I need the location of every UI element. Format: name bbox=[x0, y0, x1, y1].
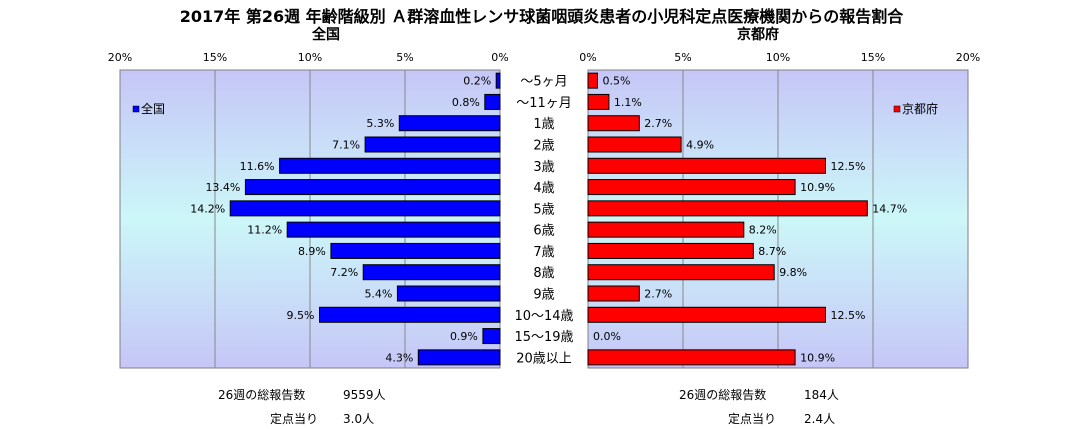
kyoto-value-label: 0.0% bbox=[593, 330, 621, 343]
national-per-label: 定点当り bbox=[270, 412, 319, 426]
kyoto-tick-label: 10% bbox=[766, 51, 790, 64]
national-value-label: 13.4% bbox=[205, 181, 240, 194]
kyoto-tick-label: 20% bbox=[956, 51, 980, 64]
kyoto-tick-label: 5% bbox=[674, 51, 691, 64]
kyoto-value-label: 12.5% bbox=[831, 160, 866, 173]
kyoto-bar bbox=[587, 136, 682, 153]
national-value-label: 0.8% bbox=[452, 96, 480, 109]
national-value-label: 8.9% bbox=[298, 245, 326, 258]
national-value-label: 5.4% bbox=[364, 288, 392, 301]
category-label: 10〜14歳 bbox=[514, 309, 573, 324]
national-bar bbox=[482, 328, 501, 345]
category-label: 1歳 bbox=[533, 117, 554, 132]
national-total-label: 26週の総報告数 bbox=[218, 388, 306, 402]
category-label: 20歳以上 bbox=[516, 351, 572, 366]
national-total-value: 9559人 bbox=[343, 388, 386, 402]
category-label: 6歳 bbox=[533, 224, 554, 239]
national-legend-label: 全国 bbox=[141, 101, 165, 116]
kyoto-tick-label: 15% bbox=[861, 51, 885, 64]
kyoto-value-label: 0.5% bbox=[603, 75, 631, 88]
kyoto-tick-label: 0% bbox=[579, 51, 596, 64]
category-label: 2歳 bbox=[533, 139, 554, 154]
national-value-label: 9.5% bbox=[287, 309, 315, 322]
category-label: 9歳 bbox=[533, 288, 554, 303]
national-value-label: 11.6% bbox=[240, 160, 275, 173]
national-tick-label: 15% bbox=[203, 51, 227, 64]
kyoto-bar bbox=[587, 179, 796, 196]
national-bar bbox=[417, 349, 501, 366]
kyoto-bar bbox=[587, 306, 826, 323]
national-bar bbox=[229, 200, 501, 217]
category-label: 15〜19歳 bbox=[514, 330, 573, 345]
national-tick-label: 0% bbox=[491, 51, 508, 64]
national-value-label: 11.2% bbox=[247, 224, 282, 237]
kyoto-bar bbox=[587, 157, 826, 174]
kyoto-value-label: 12.5% bbox=[831, 309, 866, 322]
kyoto-per-value: 2.4人 bbox=[804, 412, 836, 426]
category-label: 〜11ヶ月 bbox=[516, 96, 572, 111]
national-bar bbox=[362, 264, 501, 281]
kyoto-bar bbox=[587, 285, 640, 302]
national-bar bbox=[330, 242, 501, 259]
kyoto-bar bbox=[587, 115, 640, 132]
kyoto-total-value: 184人 bbox=[804, 388, 839, 402]
national-panel-title: 全国 bbox=[312, 27, 340, 43]
national-bar bbox=[319, 306, 501, 323]
kyoto-value-label: 2.7% bbox=[644, 117, 672, 130]
kyoto-value-label: 4.9% bbox=[686, 139, 714, 152]
national-tick-label: 20% bbox=[108, 51, 132, 64]
kyoto-value-label: 8.7% bbox=[758, 245, 786, 258]
kyoto-bar bbox=[587, 200, 868, 217]
kyoto-per-label: 定点当り bbox=[728, 412, 777, 426]
kyoto-legend-swatch bbox=[893, 105, 901, 113]
category-label: 3歳 bbox=[533, 160, 554, 175]
national-bar bbox=[244, 179, 501, 196]
kyoto-value-label: 10.9% bbox=[800, 181, 835, 194]
kyoto-bar bbox=[587, 221, 745, 238]
national-bar bbox=[279, 157, 501, 174]
kyoto-bar bbox=[587, 93, 610, 110]
kyoto-bar bbox=[587, 264, 775, 281]
kyoto-bar bbox=[587, 72, 598, 89]
kyoto-value-label: 10.9% bbox=[800, 351, 835, 364]
national-value-label: 7.1% bbox=[332, 139, 360, 152]
national-tick-label: 5% bbox=[396, 51, 413, 64]
kyoto-value-label: 8.2% bbox=[749, 224, 777, 237]
national-bar bbox=[484, 93, 501, 110]
kyoto-total-label: 26週の総報告数 bbox=[679, 388, 767, 402]
national-bar bbox=[398, 115, 501, 132]
page-title: 2017年 第26週 年齢階級別 Ａ群溶血性レンサ球菌咽頭炎患者の小児科定点医療… bbox=[179, 7, 904, 26]
national-value-label: 0.2% bbox=[463, 75, 491, 88]
national-bar bbox=[396, 285, 501, 302]
national-per-value: 3.0人 bbox=[343, 412, 375, 426]
national-value-label: 4.3% bbox=[385, 351, 413, 364]
kyoto-value-label: 1.1% bbox=[614, 96, 642, 109]
kyoto-value-label: 2.7% bbox=[644, 288, 672, 301]
kyoto-bar bbox=[587, 242, 754, 259]
kyoto-value-label: 9.8% bbox=[779, 266, 807, 279]
national-value-label: 14.2% bbox=[190, 202, 225, 215]
kyoto-legend-label: 京都府 bbox=[902, 101, 938, 116]
national-legend-swatch bbox=[132, 105, 140, 113]
category-label: 7歳 bbox=[533, 245, 554, 260]
national-value-label: 5.3% bbox=[366, 117, 394, 130]
kyoto-bar bbox=[587, 349, 796, 366]
category-label: 8歳 bbox=[533, 266, 554, 281]
category-label: 5歳 bbox=[533, 202, 554, 217]
national-bar bbox=[286, 221, 501, 238]
kyoto-value-label: 14.7% bbox=[872, 202, 907, 215]
national-bar bbox=[364, 136, 501, 153]
category-label: 4歳 bbox=[533, 181, 554, 196]
national-value-label: 7.2% bbox=[330, 266, 358, 279]
category-label: 〜5ヶ月 bbox=[520, 75, 567, 90]
national-bar bbox=[495, 72, 501, 89]
kyoto-panel-title: 京都府 bbox=[737, 27, 779, 43]
national-tick-label: 10% bbox=[298, 51, 322, 64]
national-value-label: 0.9% bbox=[450, 330, 478, 343]
